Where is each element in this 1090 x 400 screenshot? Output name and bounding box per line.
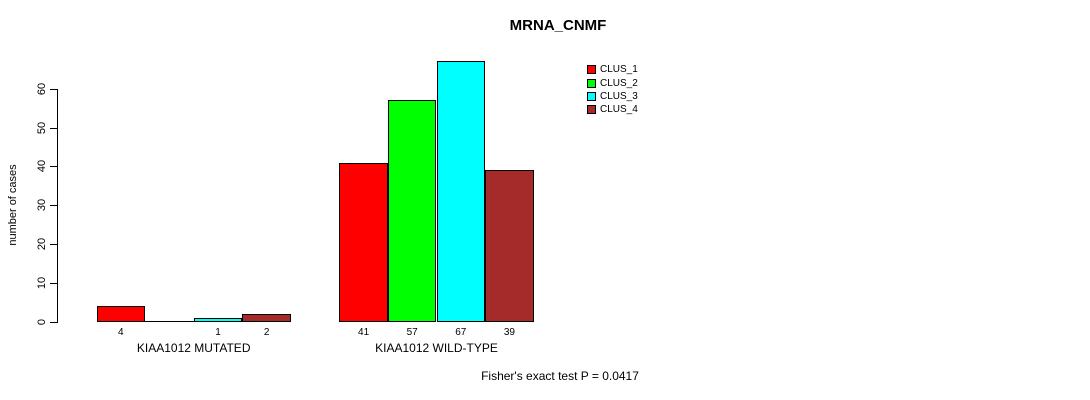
fisher-test-annotation: Fisher's exact test P = 0.0417 — [481, 369, 639, 383]
legend-item: CLUS_1 — [587, 63, 638, 76]
legend-item: CLUS_2 — [587, 76, 638, 89]
legend-item: CLUS_4 — [587, 103, 638, 116]
y-tick-label: 20 — [36, 238, 48, 251]
y-tick-label: 10 — [36, 276, 48, 290]
bar-value-label: 39 — [503, 327, 515, 338]
y-tick — [50, 283, 57, 285]
bar-value-label: 67 — [455, 327, 467, 338]
y-tick — [50, 322, 57, 323]
legend-swatch-clus-2 — [587, 78, 596, 88]
legend-swatch-clus-3 — [587, 91, 596, 101]
y-tick — [50, 205, 57, 207]
legend-swatch-clus-4 — [587, 105, 596, 115]
x-group-label: KIAA1012 MUTATED — [136, 341, 251, 355]
y-tick-label: 60 — [36, 82, 48, 95]
y-tick-label: 30 — [36, 199, 48, 212]
legend: CLUS_1 CLUS_2 CLUS_3 CLUS_4 — [587, 63, 638, 117]
bar-clus-3-group1 — [193, 318, 243, 322]
bar-value-label: 41 — [358, 327, 370, 338]
y-tick — [50, 166, 57, 168]
bar-clus-4-group1 — [242, 314, 291, 322]
bar-clus-1-group1 — [96, 306, 146, 322]
y-tick — [50, 244, 57, 246]
bar-clus-2-group1 — [145, 321, 194, 322]
legend-label: CLUS_4 — [600, 104, 638, 116]
x-group-label: KIAA1012 WILD-TYPE — [375, 341, 498, 355]
y-axis-line — [57, 88, 58, 323]
y-tick-label: 50 — [36, 121, 48, 134]
y-tick-label: 0 — [36, 318, 48, 326]
legend-item: CLUS_3 — [587, 90, 638, 103]
bar-clus-3-group2 — [436, 61, 486, 322]
y-tick — [50, 88, 57, 90]
chart-title: MRNA_CNMF — [509, 17, 607, 34]
legend-label: CLUS_2 — [600, 77, 638, 89]
bar-clus-2-group2 — [387, 100, 437, 322]
legend-swatch-clus-1 — [587, 65, 596, 75]
bar-value-label: 2 — [263, 327, 270, 338]
legend-label: CLUS_1 — [600, 64, 638, 76]
bar-value-label: 4 — [118, 327, 124, 338]
bar-clus-1-group2 — [339, 162, 388, 322]
bar-clus-4-group2 — [485, 170, 534, 322]
bar-value-label: 57 — [406, 327, 418, 338]
y-tick — [50, 127, 57, 129]
legend-label: CLUS_3 — [600, 90, 638, 102]
y-tick-label: 40 — [36, 160, 48, 173]
bar-value-label: 1 — [215, 327, 221, 338]
